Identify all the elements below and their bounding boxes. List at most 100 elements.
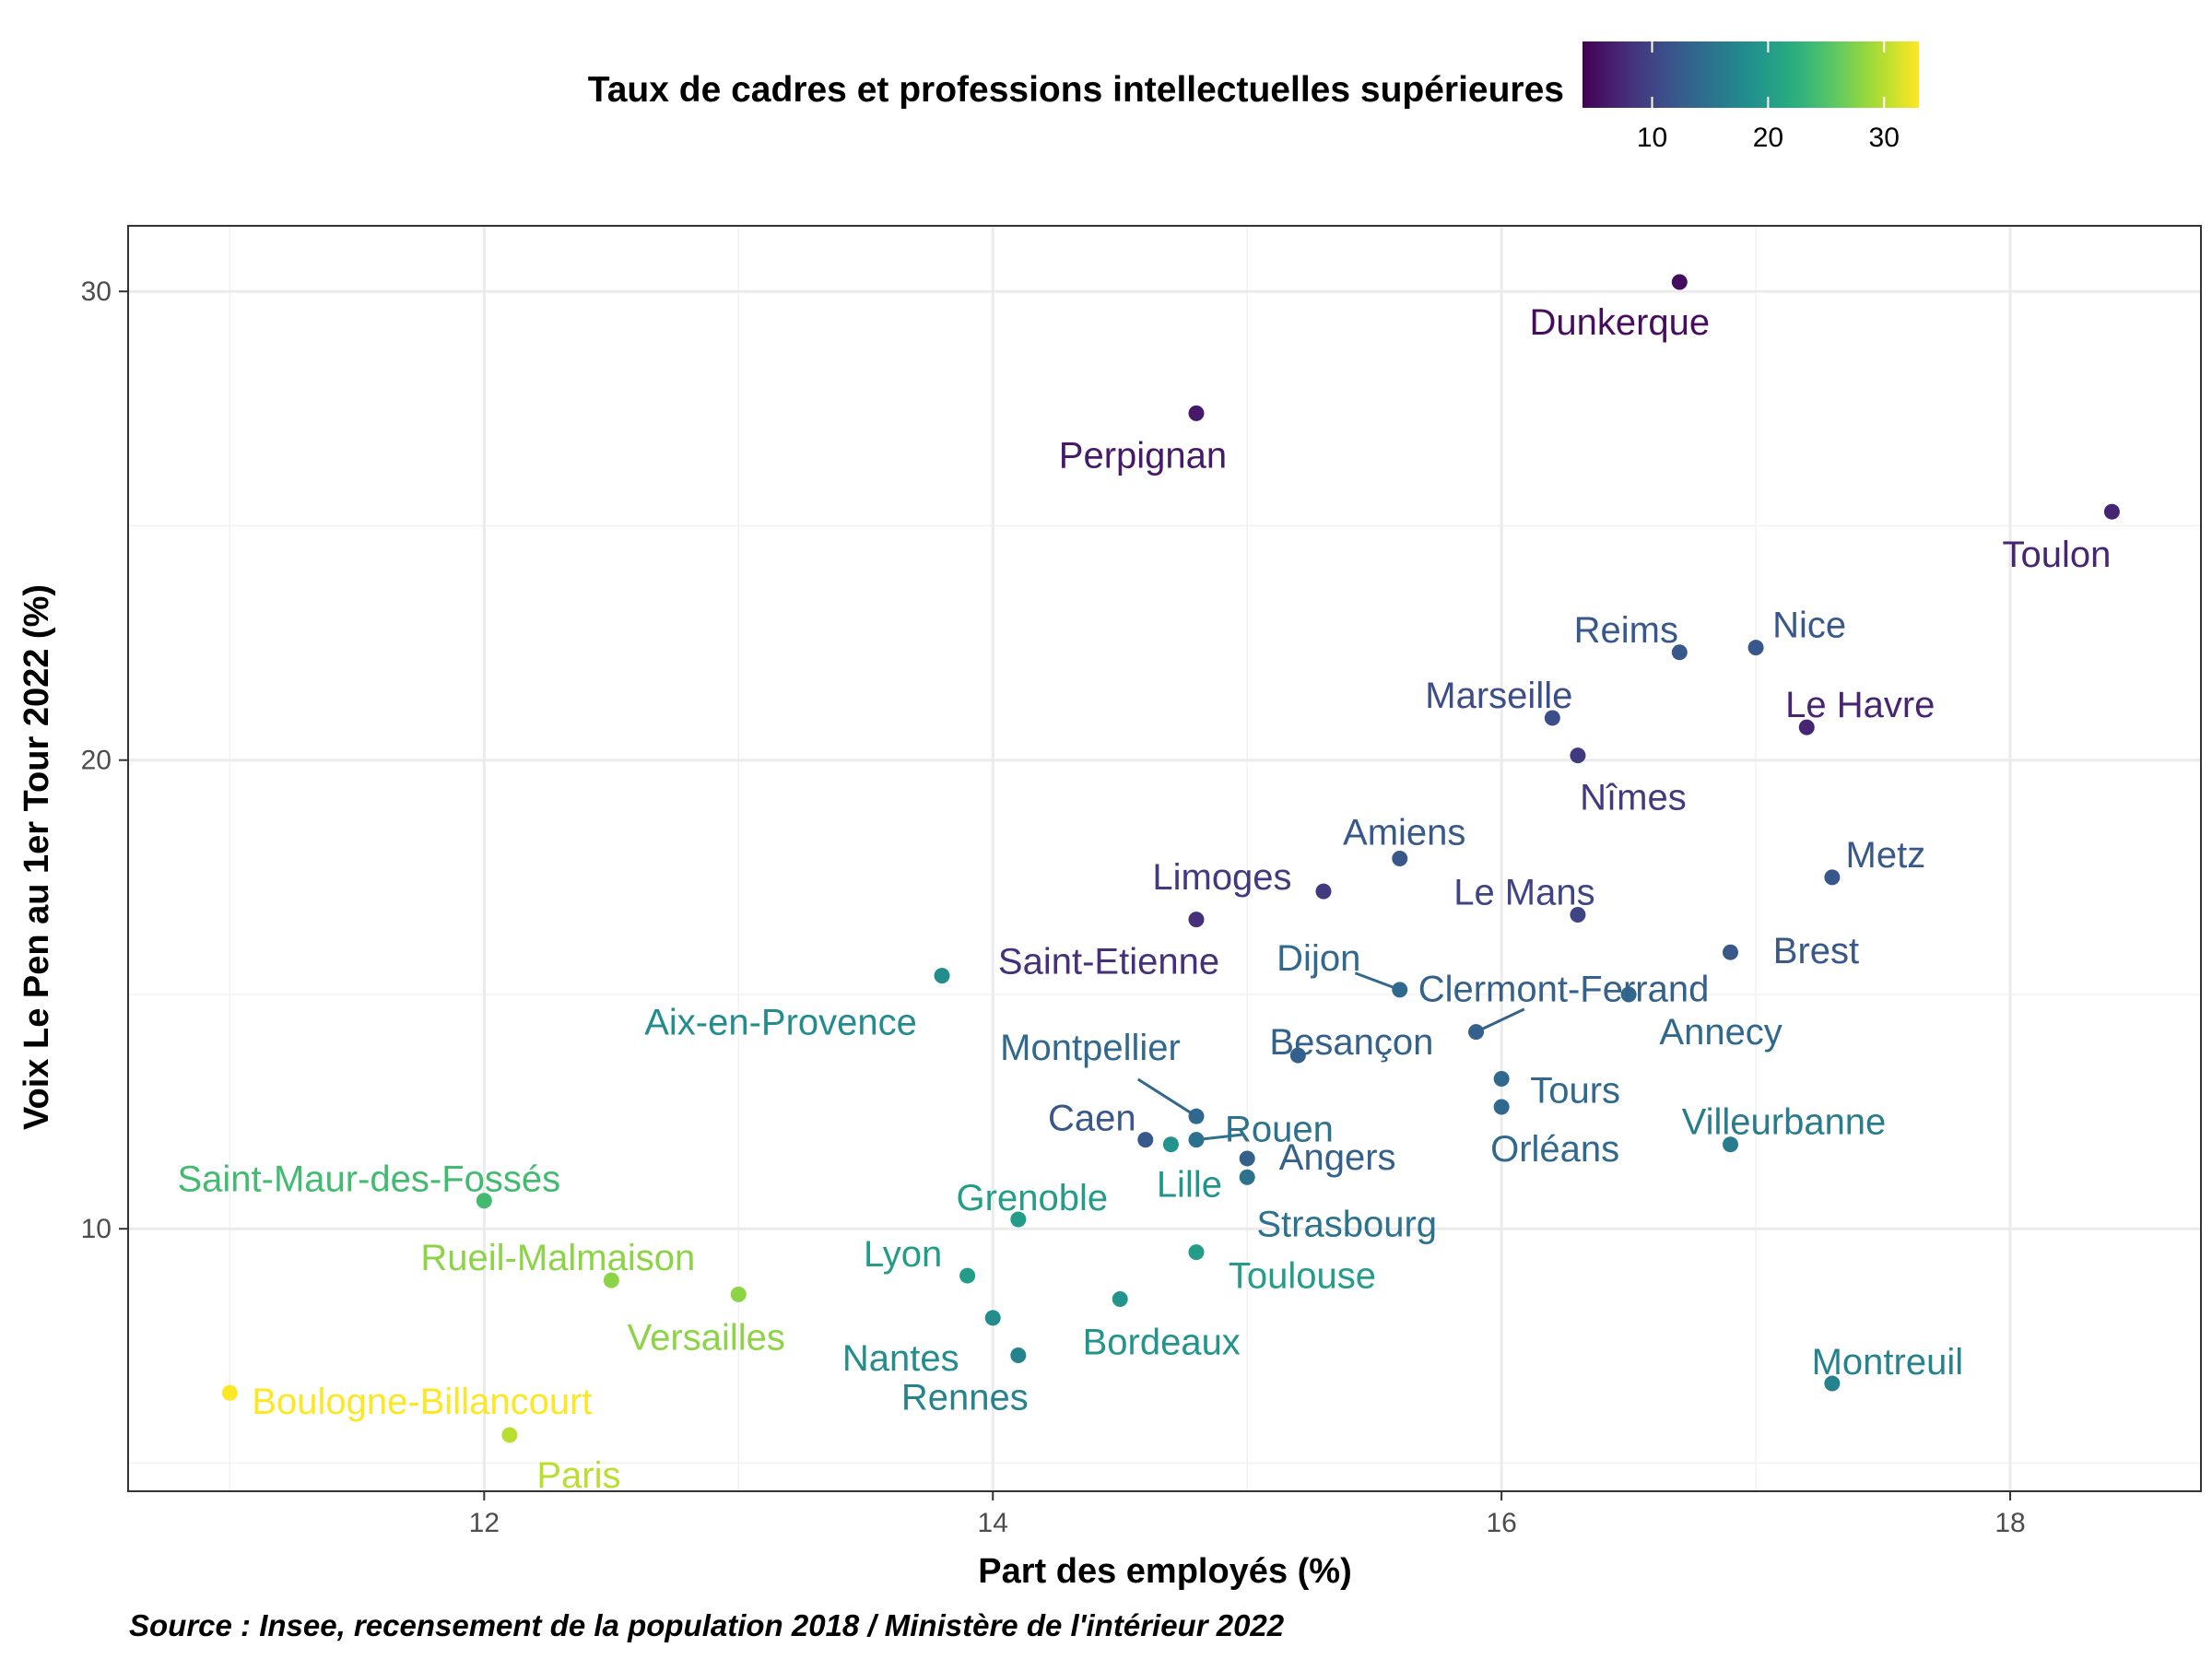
data-point [1239,1150,1255,1167]
y-tick-label: 30 [81,276,112,307]
label-leader-line [1136,1077,1197,1118]
data-point [1722,1136,1738,1153]
point-label: Reims [1574,610,1678,651]
point-label: Aix-en-Provence [644,1003,917,1043]
data-point [1493,1099,1510,1115]
point-label: Montpellier [1000,1028,1181,1068]
data-point [221,1384,238,1401]
y-tick-label: 10 [81,1214,112,1244]
point-label: Lyon [864,1234,942,1275]
data-point [984,1310,1001,1326]
point-label: Villeurbanne [1682,1102,1887,1143]
data-point [1010,1347,1027,1364]
data-point [1315,883,1332,900]
point-label: Caen [1048,1099,1136,1139]
data-point [1824,1375,1841,1392]
data-point [603,1272,619,1288]
data-point [1289,1047,1306,1064]
grid-lines [128,226,2201,1491]
point-label: Paris [536,1455,620,1496]
x-tick-label: 14 [978,1508,1008,1538]
point-label: Toulon [2002,535,2111,575]
point-label: Metz [1846,835,1926,876]
point-label: Tours [1530,1071,1620,1112]
x-tick-label: 12 [469,1508,500,1538]
x-tick-label: 16 [1486,1508,1516,1538]
data-point [1392,851,1408,866]
point-label: Brest [1773,931,1859,971]
point-label: Montreuil [1812,1342,1964,1382]
point-label: Boulogne-Billancourt [252,1382,592,1422]
point-label: Le Mans [1453,873,1594,913]
label-leader-line [1475,1007,1525,1034]
data-point [2103,503,2120,520]
data-point [501,1427,518,1443]
data-point [1671,274,1688,290]
data-points [221,274,2120,1443]
point-label: Lille [1157,1165,1222,1206]
data-point [1544,710,1560,726]
data-point [730,1286,747,1302]
source-caption: Source : Insee, recensement de la popula… [129,1608,1285,1642]
point-label: Nantes [842,1338,959,1379]
label-leader-line [1354,971,1401,992]
data-point [959,1267,976,1284]
point-label: Amiens [1343,813,1465,853]
data-point [1722,944,1738,960]
x-tick-label: 18 [1994,1508,2025,1538]
point-label: Saint-Etienne [998,942,1219,982]
point-labels: Dunkerque Perpignan Toulon Reims Nice Marseil… [177,302,2111,1496]
data-point [1493,1071,1510,1088]
point-label: Marseille [1425,676,1572,716]
point-label: Dijon [1277,938,1360,979]
point-label: Rouen [1225,1110,1334,1150]
data-point [1188,405,1205,421]
point-label: Nice [1772,606,1846,646]
point-label: Perpignan [1059,435,1227,476]
point-label: Annecy [1659,1012,1782,1053]
point-label: Angers [1279,1137,1396,1178]
x-axis-title: Part des employés (%) [978,1552,1351,1591]
data-point [476,1193,492,1209]
point-label: Besançon [1269,1022,1433,1063]
data-point [1747,640,1764,656]
label-leader-line [1195,1133,1242,1142]
data-point [1824,869,1841,886]
color-legend: Taux de cadres et professions intellectu… [588,41,1919,153]
data-point [1112,1291,1128,1308]
data-point [1570,747,1586,764]
point-label: Saint-Maur-des-Fossés [177,1159,560,1200]
colorbar-tick-label: 10 [1637,123,1667,153]
legend-title: Taux de cadres et professions intellectu… [588,70,1564,110]
point-label: Versailles [628,1317,785,1358]
data-point [1188,912,1205,928]
point-label: Orléans [1490,1129,1619,1170]
colorbar-tick-label: 30 [1869,123,1900,153]
y-axis-title: Voix Le Pen au 1er Tour 2022 (%) [18,584,56,1130]
point-label: Rueil-Malmaison [420,1238,695,1278]
data-point [1162,1136,1179,1153]
data-point [934,968,950,984]
y-tick-label: 20 [81,746,112,776]
data-point [1671,644,1688,661]
point-label: Rennes [901,1378,1029,1418]
data-point [1188,1244,1205,1261]
point-label: Toulouse [1229,1256,1376,1297]
panel-border [127,225,2202,1492]
colorbar [1583,41,1919,108]
point-label: Dunkerque [1529,302,1710,343]
point-label: Le Havre [1785,685,1935,725]
point-label: Clermont-Ferrand [1418,970,1710,1010]
data-point [1620,986,1637,1003]
axes: 12 14 16 18 10 20 30 [81,225,2202,1538]
data-point [1239,1169,1255,1185]
point-label: Strasbourg [1256,1204,1437,1244]
data-point [1570,907,1586,924]
colorbar-tick-label: 20 [1753,123,1783,153]
data-point [1010,1211,1027,1228]
point-label: Limoges [1152,857,1291,898]
point-label: Grenoble [957,1178,1109,1218]
data-point [1798,719,1815,735]
point-label: Nîmes [1580,778,1687,818]
